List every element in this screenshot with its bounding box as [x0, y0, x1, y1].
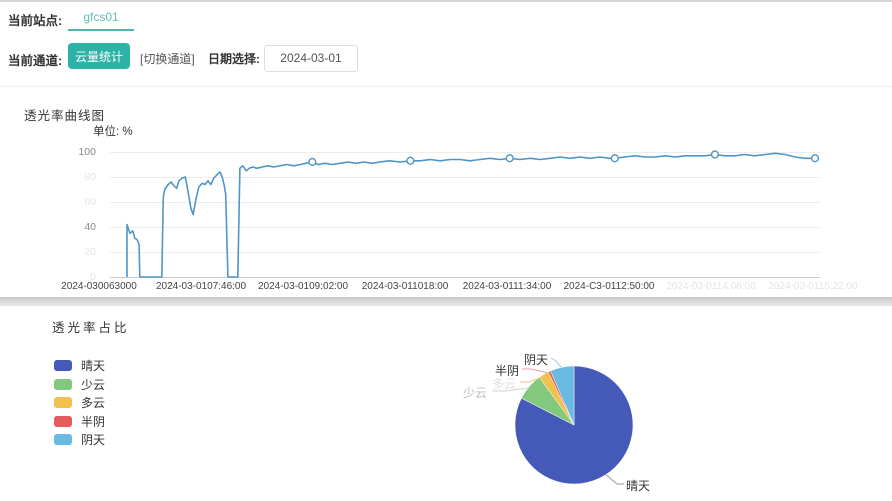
x-axis: 2024-030063000 2024-03-0107:46:00 2024-03-…	[48, 281, 864, 292]
gridline	[110, 152, 820, 153]
legend-item-2[interactable]: 多云	[54, 396, 106, 410]
data-point-marker[interactable]	[810, 154, 820, 163]
top-border	[0, 0, 892, 2]
gridline	[110, 227, 820, 228]
legend-swatch	[54, 397, 72, 408]
date-picker-label: 日期选择:	[208, 52, 260, 66]
x-tick-label: 2024-03-0107:46:00	[155, 281, 247, 292]
line-chart-title: 透光率曲线图	[24, 109, 106, 123]
data-point-marker[interactable]	[710, 150, 720, 159]
y-tick-label: 0	[90, 271, 96, 283]
pie-slice-4[interactable]	[550, 365, 575, 426]
line-series[interactable]	[110, 150, 820, 278]
x-tick-label: 2024-030063000	[61, 281, 137, 292]
legend-item-1[interactable]: 少云	[54, 377, 106, 392]
transmittance-line[interactable]	[126, 152, 815, 278]
x-tick-label: 2024-03-0111:34:00	[462, 281, 552, 292]
legend-label: 阴天	[81, 433, 106, 447]
pie-legend: 晴天少云多云半阴阴天	[54, 359, 106, 453]
pie-label-cloudy: 多云	[492, 377, 517, 391]
gridline	[110, 177, 820, 178]
legend-swatch	[54, 415, 72, 427]
pie-label-sunny: 晴天	[626, 479, 651, 493]
pie-chart[interactable]	[513, 364, 635, 486]
y-tick-label: 60	[84, 196, 96, 208]
legend-label: 多云	[81, 396, 106, 410]
tab-active-underline	[68, 29, 134, 31]
date-picker-input[interactable]: 2024-03-01	[264, 45, 358, 72]
data-point-marker[interactable]	[610, 154, 619, 163]
channel-label: 当前通道:	[8, 54, 63, 68]
legend-swatch	[54, 434, 72, 445]
legend-label: 晴天	[81, 359, 106, 373]
data-point-marker[interactable]	[406, 156, 415, 165]
pie-label-overcast: 阴天	[524, 353, 549, 367]
legend-label: 半阴	[81, 414, 106, 429]
x-tick-label: 2024-C3-0112:50:00	[563, 281, 655, 292]
x-tick-label: 2024-03-0109:02:00	[257, 281, 349, 292]
current-channel-button[interactable]: 云量统计	[68, 43, 130, 69]
switch-channel-link[interactable]: [切换通道]	[140, 52, 195, 66]
legend-item-3[interactable]: 半阴	[54, 414, 106, 429]
data-point-marker[interactable]	[505, 154, 514, 163]
y-tick-label: 20	[84, 246, 96, 258]
legend-swatch	[54, 360, 72, 371]
legend-item-4[interactable]: 阴天	[54, 433, 106, 447]
y-tick-label: 100	[78, 146, 96, 158]
section-divider	[0, 297, 892, 306]
site-label: 当前站点:	[8, 14, 63, 28]
y-tick-label: 80	[84, 171, 96, 183]
line-chart-unit-label: 单位: %	[93, 126, 133, 138]
x-tick-label: 2024-03-011018:00	[361, 281, 449, 292]
y-tick-label: 40	[84, 221, 96, 233]
legend-label: 少云	[81, 377, 106, 392]
x-tick-label: 2024-03-0114:06:00	[666, 281, 756, 292]
gridline	[110, 202, 820, 203]
line-chart-plot-area	[110, 152, 820, 278]
x-tick-label: 2024-03-0115:22:00	[768, 281, 858, 292]
data-point-marker[interactable]	[308, 157, 317, 167]
tab-site-gfcs01[interactable]: gfcs01	[83, 10, 119, 24]
legend-item-0[interactable]: 晴天	[54, 359, 106, 373]
pie-chart-title: 透光率占比	[52, 321, 130, 335]
pie-label-few-clouds: 少云	[463, 386, 488, 400]
gridline	[110, 252, 820, 253]
pie-label-half-overcast: 半阴	[495, 364, 520, 378]
header-divider	[0, 86, 892, 87]
legend-swatch	[54, 378, 72, 390]
